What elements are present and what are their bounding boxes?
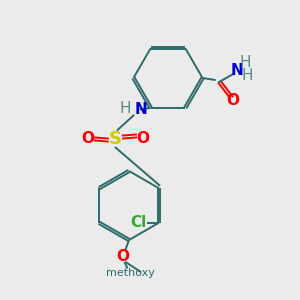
Text: N: N: [135, 102, 148, 117]
Text: O: O: [116, 249, 130, 264]
Text: S: S: [109, 130, 122, 148]
Text: O: O: [136, 130, 150, 146]
Text: methoxy: methoxy: [106, 268, 155, 278]
Text: O: O: [81, 130, 94, 146]
Text: O: O: [226, 93, 240, 108]
Text: H: H: [242, 68, 253, 83]
Text: H: H: [240, 55, 251, 70]
Text: H: H: [119, 101, 130, 116]
Text: N: N: [231, 63, 244, 78]
Text: Cl: Cl: [130, 215, 146, 230]
